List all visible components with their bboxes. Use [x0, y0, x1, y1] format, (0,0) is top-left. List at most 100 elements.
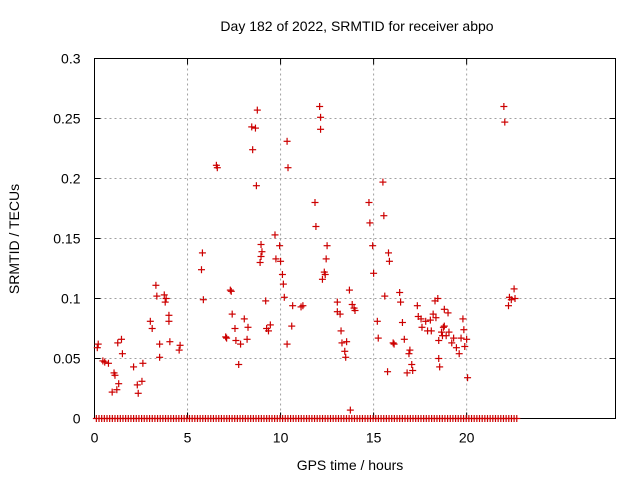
data-point	[435, 355, 443, 362]
data-point	[510, 285, 518, 293]
data-point	[199, 296, 207, 304]
data-point	[153, 292, 161, 300]
y-tick-label: 0.1	[61, 291, 81, 307]
data-point	[374, 334, 382, 342]
data-point	[408, 361, 416, 368]
data-point	[448, 339, 456, 347]
points-layer	[92, 103, 521, 422]
data-point	[134, 389, 142, 397]
data-point	[405, 350, 413, 358]
y-tick-label: 0.25	[53, 111, 80, 127]
data-point	[396, 289, 404, 296]
data-point	[338, 339, 346, 347]
data-point	[369, 242, 377, 250]
x-axis-label: GPS time / hours	[297, 457, 404, 473]
data-point	[280, 293, 288, 301]
data-point	[444, 309, 452, 317]
data-point	[283, 340, 291, 348]
data-point	[413, 302, 421, 310]
data-point	[442, 332, 450, 340]
data-point	[323, 242, 331, 250]
data-point	[138, 377, 146, 385]
data-point	[455, 350, 463, 358]
data-point	[366, 219, 374, 227]
data-point	[118, 350, 126, 358]
data-point	[365, 199, 373, 206]
data-point	[165, 317, 173, 325]
data-point	[272, 255, 280, 263]
data-point	[111, 371, 119, 379]
data-point	[266, 321, 274, 329]
data-point	[237, 340, 245, 348]
tick-layer: 0 0.05 0.1 0.15 0.2 0.25 0.3 0 5 10 15 20	[53, 51, 616, 446]
data-point	[316, 103, 324, 110]
data-point	[258, 248, 266, 256]
data-point	[223, 334, 231, 342]
data-point	[403, 369, 411, 377]
data-point	[227, 287, 235, 295]
data-point	[264, 327, 272, 335]
data-point	[243, 335, 251, 343]
data-point	[379, 178, 387, 186]
data-point	[108, 388, 116, 396]
data-point	[445, 328, 453, 336]
data-point	[130, 363, 138, 371]
data-point	[139, 359, 147, 367]
data-point	[398, 319, 406, 326]
data-point	[256, 259, 264, 266]
data-point	[336, 310, 344, 318]
data-point	[240, 315, 248, 323]
data-point	[161, 298, 169, 306]
data-point	[251, 124, 259, 132]
data-point	[409, 367, 417, 374]
data-point	[249, 146, 257, 154]
data-point	[389, 339, 397, 347]
data-point-zero	[513, 415, 521, 422]
data-point	[317, 125, 325, 133]
data-point	[459, 315, 467, 323]
data-point	[232, 337, 240, 344]
data-point	[461, 343, 469, 350]
data-point	[94, 340, 102, 348]
data-point	[400, 335, 408, 343]
data-point	[432, 314, 440, 322]
data-point	[452, 344, 460, 352]
data-point	[257, 241, 265, 248]
data-point	[166, 338, 174, 346]
data-point	[500, 103, 508, 110]
data-point	[341, 347, 349, 355]
data-point	[288, 322, 296, 330]
grid-layer	[94, 58, 616, 419]
data-point	[435, 337, 443, 344]
data-point	[429, 310, 437, 318]
data-point	[231, 325, 239, 332]
data-point	[317, 113, 325, 121]
data-point	[505, 302, 513, 310]
data-point	[397, 298, 405, 306]
data-point	[156, 340, 164, 348]
data-point	[262, 297, 270, 305]
data-point	[226, 286, 234, 294]
data-point	[165, 311, 173, 319]
data-point	[440, 305, 448, 313]
data-point	[101, 358, 109, 366]
data-point	[175, 346, 183, 354]
data-point	[284, 164, 292, 172]
data-point	[384, 249, 392, 257]
data-point	[114, 339, 122, 347]
data-point	[318, 275, 326, 283]
data-point	[345, 286, 353, 294]
data-point	[390, 340, 398, 348]
data-point	[426, 316, 434, 324]
data-point	[176, 341, 184, 349]
x-tick-label: 0	[91, 430, 99, 446]
x-tick-label: 5	[184, 430, 192, 446]
data-point	[197, 266, 205, 274]
data-point	[271, 231, 279, 239]
data-point	[464, 374, 472, 382]
data-point	[299, 302, 307, 310]
data-point	[133, 381, 141, 389]
data-point	[457, 334, 465, 342]
x-tick-label: 10	[273, 430, 289, 446]
